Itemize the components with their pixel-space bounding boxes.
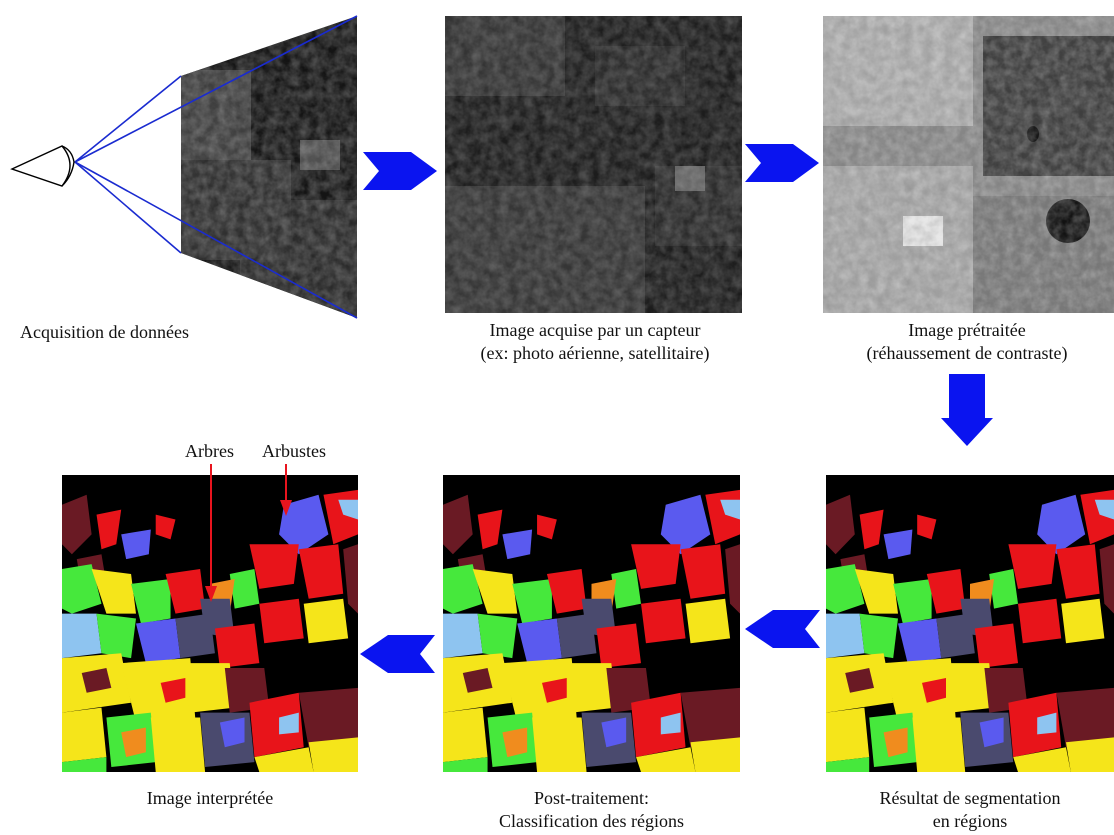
caption-segmentation-line1: Résultat de segmentation xyxy=(879,788,1061,808)
annotation-arrows xyxy=(190,462,310,622)
caption-post-line2: Classification des régions xyxy=(499,811,684,831)
trees-arrow-icon xyxy=(205,464,217,602)
acquisition-scene xyxy=(0,0,370,320)
shrubs-arrow-icon xyxy=(280,464,292,516)
label-shrubs: Arbustes xyxy=(262,441,326,461)
sight-lines xyxy=(74,15,358,319)
preprocessed-image xyxy=(823,16,1114,313)
caption-preprocessed: Image prétraitée (réhaussement de contra… xyxy=(820,319,1114,365)
blue-block-arrow-icon xyxy=(745,140,820,186)
blue-block-arrow-icon xyxy=(941,374,993,446)
classified-image xyxy=(443,475,740,772)
caption-segmentation-line2: en régions xyxy=(932,811,1008,831)
caption-acquired: Image acquise par un capteur (ex: photo … xyxy=(430,319,760,365)
perspective-photo xyxy=(181,16,357,318)
caption-acquired-line1: Image acquise par un capteur xyxy=(489,320,701,340)
eye-icon xyxy=(10,145,75,187)
label-trees: Arbres xyxy=(185,441,234,461)
caption-interpreted: Image interprétée xyxy=(146,788,274,808)
caption-acquisition: Acquisition de données xyxy=(20,322,189,342)
caption-segmentation: Résultat de segmentation en régions xyxy=(826,787,1114,833)
segmentation-image xyxy=(826,475,1114,772)
caption-post-line1: Post-traitement: xyxy=(534,788,649,808)
blue-block-arrow-icon xyxy=(745,606,820,652)
caption-post-processing: Post-traitement: Classification des régi… xyxy=(443,787,740,833)
caption-preprocessed-line1: Image prétraitée xyxy=(908,320,1026,340)
blue-block-arrow-icon xyxy=(360,631,435,677)
caption-preprocessed-line2: (réhaussement de contraste) xyxy=(866,343,1068,363)
blue-block-arrow-icon xyxy=(363,148,438,194)
acquired-image xyxy=(445,16,742,313)
caption-acquired-line2: (ex: photo aérienne, satellitaire) xyxy=(480,343,710,363)
